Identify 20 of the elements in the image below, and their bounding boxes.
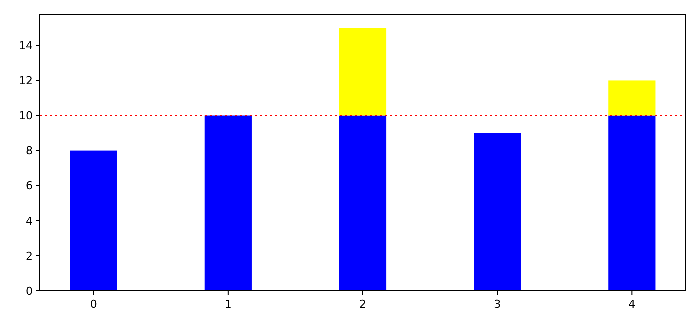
y-tick-label: 8 bbox=[26, 144, 33, 158]
bar bbox=[339, 28, 387, 116]
x-tick-label: 1 bbox=[224, 298, 232, 311]
y-tick-label: 0 bbox=[26, 284, 33, 298]
x-tick-label: 4 bbox=[628, 298, 636, 311]
y-tick-label: 14 bbox=[19, 40, 33, 53]
bar bbox=[608, 80, 656, 116]
y-tick-label: 12 bbox=[19, 74, 33, 88]
bar bbox=[204, 116, 252, 291]
bar bbox=[339, 116, 387, 291]
y-tick-label: 10 bbox=[19, 110, 33, 123]
bar bbox=[474, 133, 522, 291]
y-tick-label: 2 bbox=[26, 250, 33, 263]
bar bbox=[70, 150, 118, 291]
y-tick-label: 6 bbox=[26, 180, 33, 193]
bar bbox=[608, 116, 656, 291]
y-tick-label: 4 bbox=[26, 214, 33, 228]
x-tick-label: 3 bbox=[494, 298, 502, 311]
x-tick-label: 2 bbox=[360, 298, 366, 311]
x-tick-label: 0 bbox=[90, 298, 98, 311]
